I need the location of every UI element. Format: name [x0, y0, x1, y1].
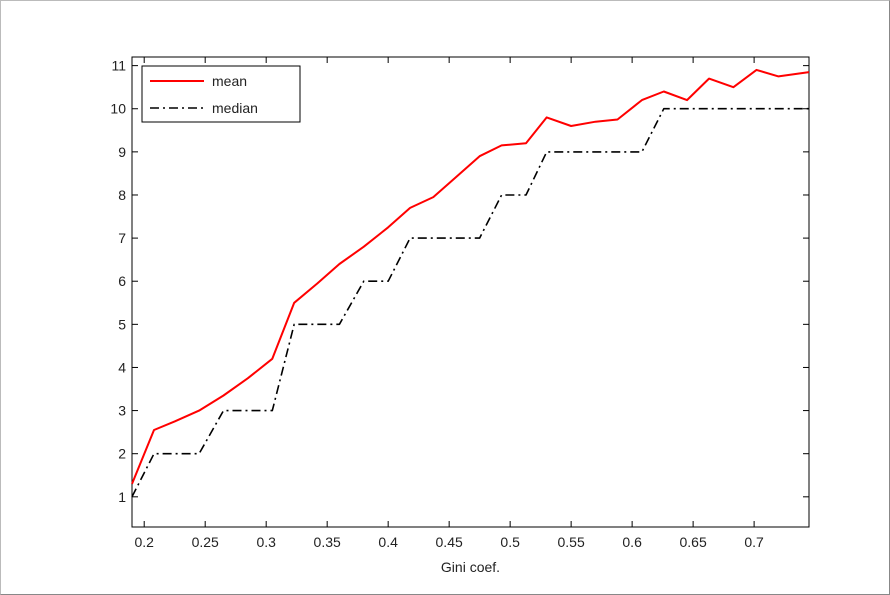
- x-tick-label: 0.5: [500, 534, 520, 550]
- y-tick-label: 7: [118, 230, 126, 246]
- legend-label-mean: mean: [212, 73, 247, 89]
- x-tick-label: 0.4: [378, 534, 398, 550]
- y-tick-label: 6: [118, 273, 126, 289]
- y-tick-label: 11: [111, 58, 126, 74]
- series-line-mean: [131, 68, 810, 485]
- x-tick-label: 0.7: [744, 534, 764, 550]
- x-tick-label: 0.35: [314, 534, 341, 550]
- legend-box: [141, 65, 301, 123]
- y-tick-label: 2: [118, 446, 126, 462]
- x-tick-label: 0.6: [622, 534, 642, 550]
- x-tick-label: 0.3: [256, 534, 276, 550]
- y-tick-label: 8: [118, 187, 126, 203]
- x-tick-label: 0.2: [134, 534, 154, 550]
- x-tick-label: 0.25: [192, 534, 219, 550]
- y-tick-label: 3: [118, 403, 126, 419]
- y-tick-label: 10: [110, 101, 126, 117]
- plot-area: [131, 56, 810, 528]
- x-tick-label: 0.65: [679, 534, 706, 550]
- y-tick-label: 9: [118, 144, 126, 160]
- x-tick-label: 0.55: [558, 534, 585, 550]
- plot-group: 0.2 0.25 0.3 0.35 0.4 0.45 0.5 0.55 0.6 0.65 0.7 1 2…: [110, 56, 810, 550]
- x-tick-label: 0.45: [436, 534, 463, 550]
- series-line-median: [131, 107, 809, 498]
- x-axis-label: Gini coef.: [441, 559, 500, 575]
- y-tick-label: 1: [118, 489, 126, 505]
- legend-label-median: median: [212, 100, 258, 116]
- y-tick-label: 4: [118, 359, 126, 375]
- y-tick-label: 5: [118, 316, 126, 332]
